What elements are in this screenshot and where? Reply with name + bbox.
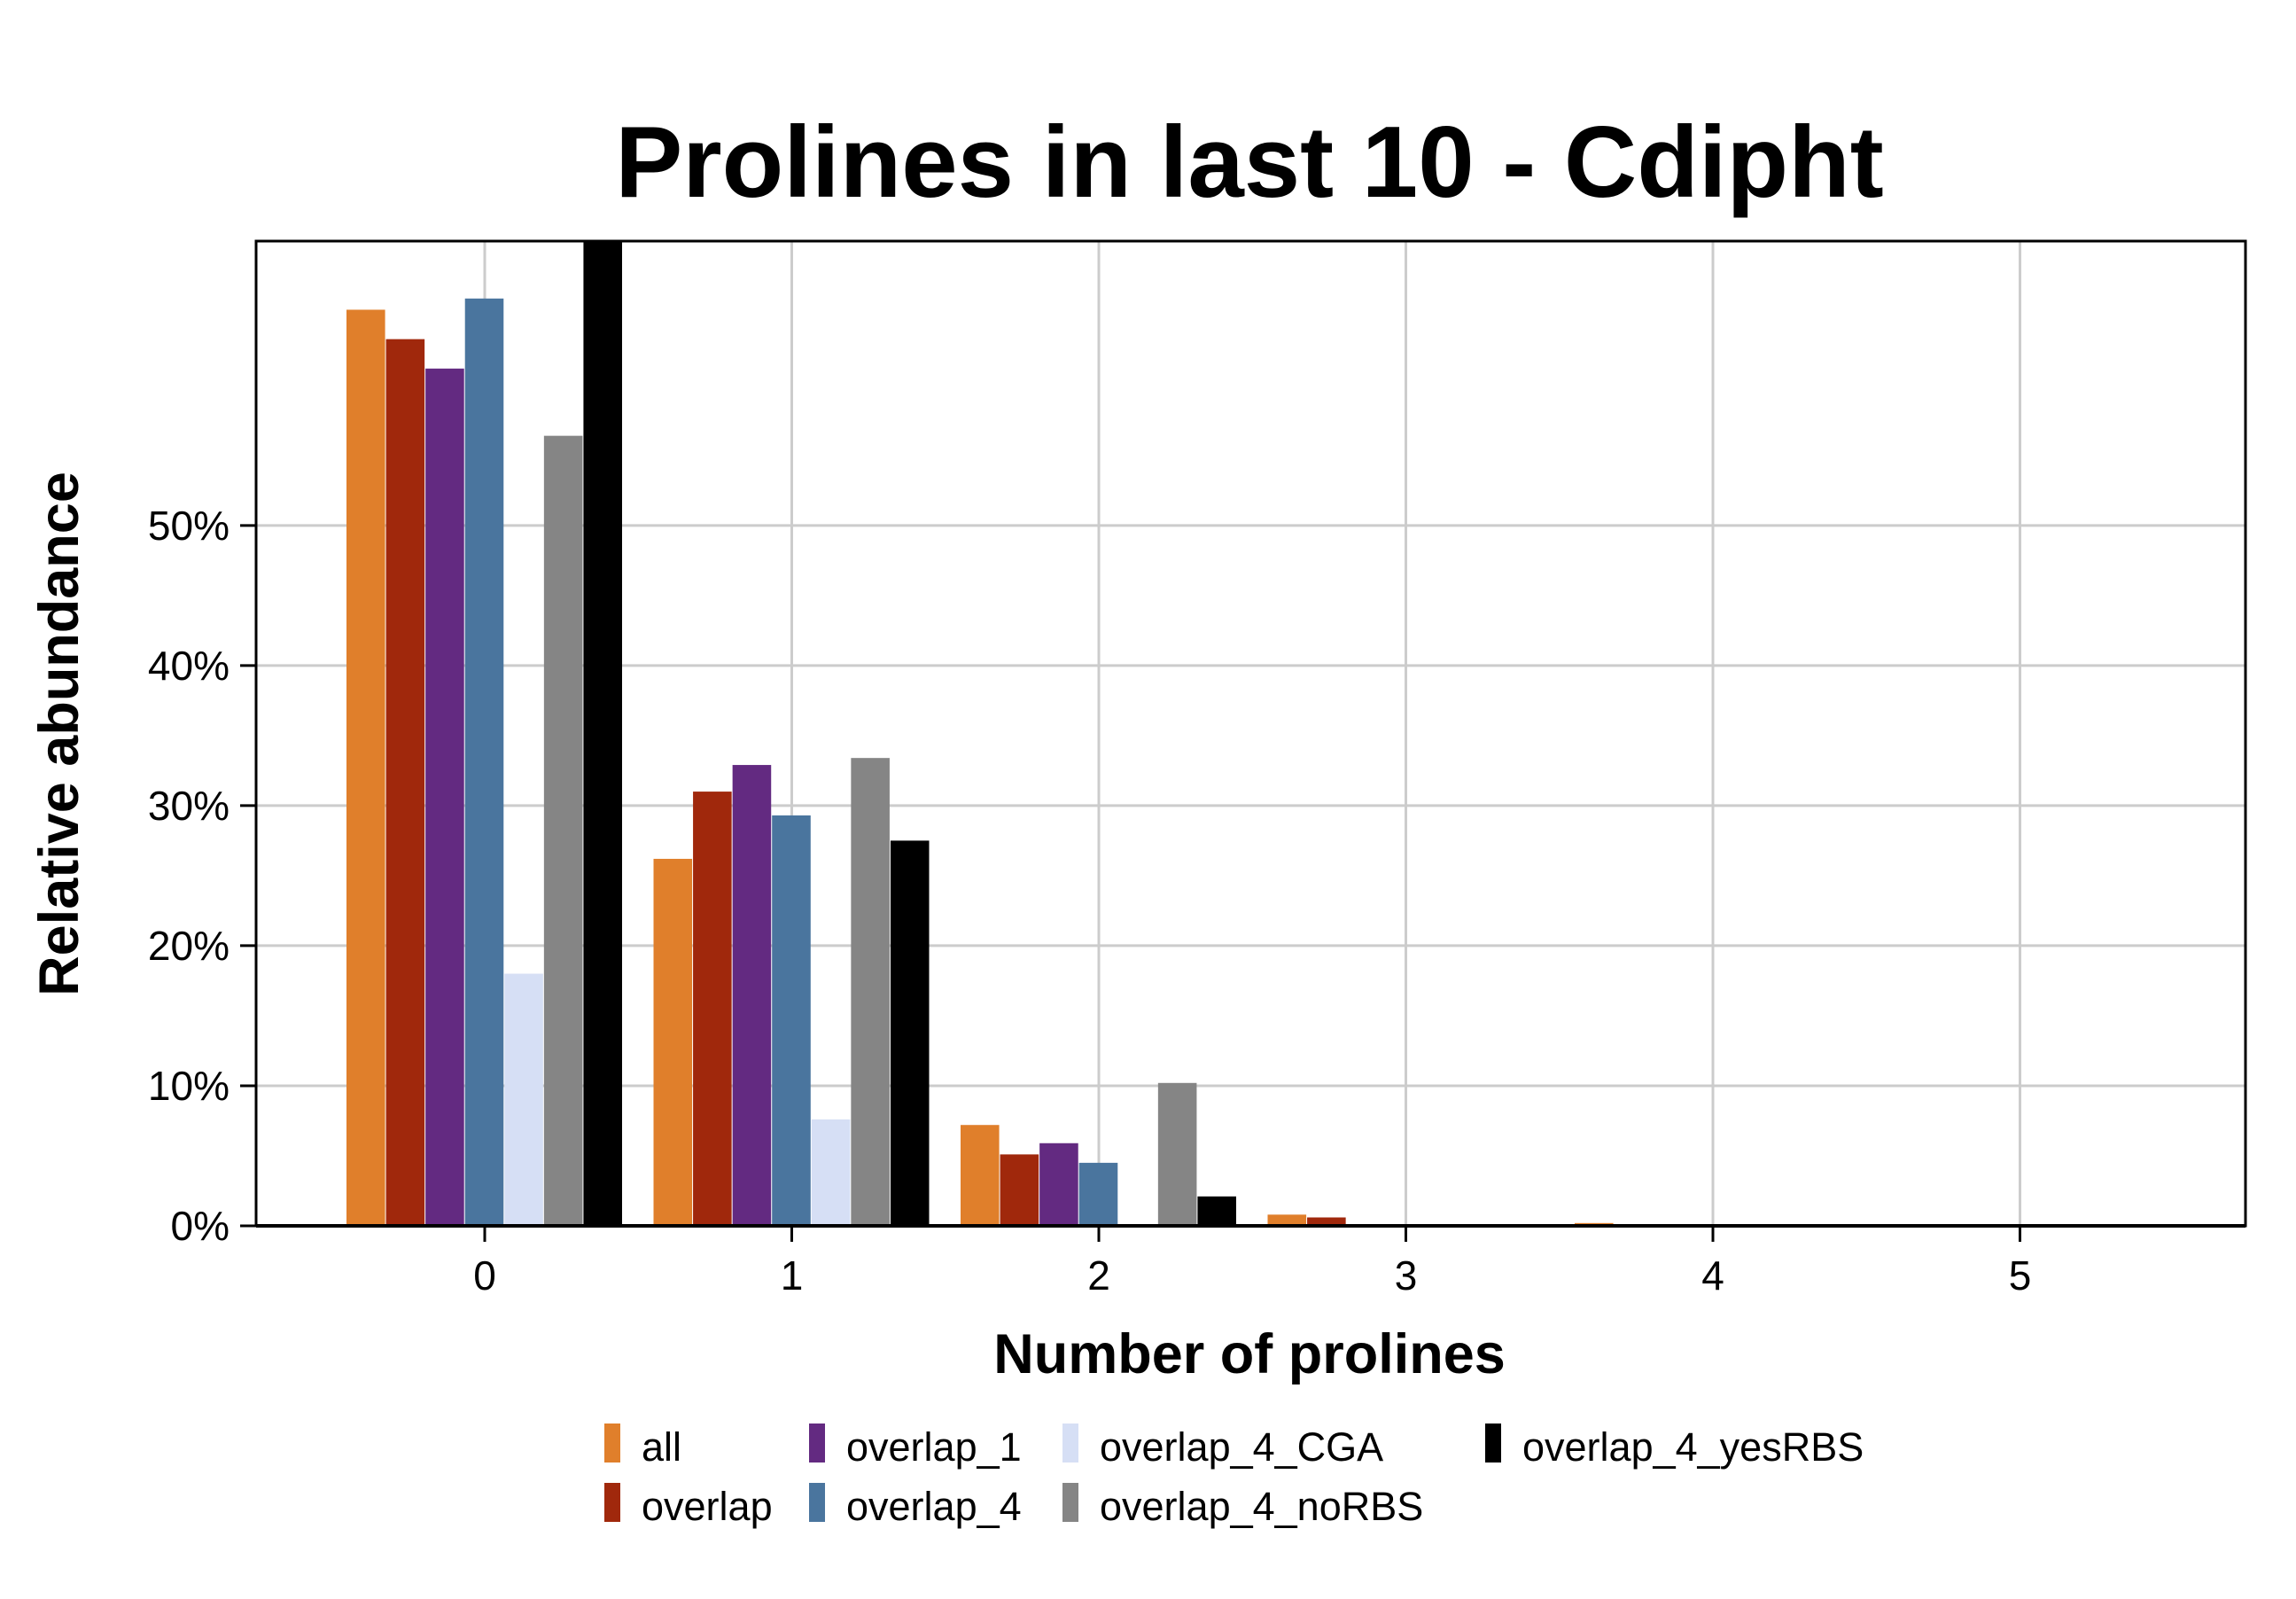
bar — [1307, 1217, 1346, 1226]
legend-item: overlap_1 — [809, 1424, 1022, 1470]
legend-label: overlap_1 — [846, 1424, 1022, 1470]
bar — [961, 1125, 1000, 1226]
x-axis-title: Number of prolines — [993, 1323, 1506, 1385]
bar — [811, 1119, 851, 1226]
legend-label: all — [642, 1424, 681, 1470]
bar — [1197, 1196, 1236, 1226]
x-tick-label: 0 — [473, 1252, 496, 1299]
x-tick-label: 3 — [1395, 1252, 1418, 1299]
legend-label: overlap_4_yesRBS — [1522, 1424, 1864, 1470]
bar — [583, 241, 622, 1226]
legend-swatch — [809, 1483, 825, 1522]
bar — [346, 309, 385, 1226]
bar — [385, 339, 425, 1227]
bar — [693, 792, 732, 1226]
legend-item: overlap — [604, 1483, 773, 1529]
x-tick-label: 5 — [2009, 1252, 2032, 1299]
legend-swatch — [1485, 1424, 1501, 1462]
bar — [732, 765, 772, 1226]
legend-item: overlap_4_yesRBS — [1485, 1424, 1864, 1470]
legend-item: overlap_4_noRBS — [1062, 1483, 1423, 1529]
y-tick-label: 20% — [148, 923, 230, 969]
bar — [504, 973, 543, 1226]
legend-swatch — [1062, 1424, 1078, 1462]
legend-label: overlap_4 — [846, 1484, 1022, 1529]
legend-swatch — [1062, 1483, 1078, 1522]
y-axis-title: Relative abundance — [28, 472, 90, 996]
bar — [425, 368, 464, 1226]
bar — [543, 435, 583, 1227]
legend: all overlap overlap_1 overlap_4 overlap_4_CG… — [604, 1424, 1864, 1529]
bars — [346, 241, 1921, 1227]
legend-item: overlap_4 — [809, 1483, 1022, 1529]
x-tick-label: 1 — [781, 1252, 804, 1299]
bar — [772, 815, 811, 1226]
legend-swatch — [604, 1483, 620, 1522]
chart-title: Prolines in last 10 - Cdipht — [615, 106, 1884, 219]
bar — [1267, 1214, 1307, 1226]
y-tick-label: 40% — [148, 643, 230, 689]
bar — [890, 840, 930, 1226]
axes: 0% 10% 20% 30% 40% 50% 0 1 2 3 4 5 — [148, 503, 2245, 1299]
legend-swatch — [809, 1424, 825, 1462]
y-tick-label: 0% — [171, 1203, 230, 1249]
y-tick-label: 30% — [148, 783, 230, 829]
legend-label: overlap_4_CGA — [1100, 1424, 1383, 1470]
legend-item: overlap_4_CGA — [1062, 1424, 1383, 1470]
bar — [1157, 1082, 1197, 1226]
legend-item: all — [604, 1424, 681, 1470]
bar — [653, 858, 693, 1226]
legend-label: overlap — [642, 1484, 773, 1529]
y-tick-label: 50% — [148, 503, 230, 549]
bar — [1000, 1154, 1039, 1226]
bar — [1078, 1162, 1118, 1226]
bar — [464, 298, 504, 1226]
bar — [1039, 1143, 1078, 1226]
x-tick-label: 4 — [1701, 1252, 1724, 1299]
legend-swatch — [604, 1424, 620, 1462]
bar — [851, 758, 890, 1226]
x-tick-label: 2 — [1087, 1252, 1110, 1299]
y-tick-label: 10% — [148, 1063, 230, 1109]
legend-label: overlap_4_noRBS — [1100, 1484, 1423, 1529]
